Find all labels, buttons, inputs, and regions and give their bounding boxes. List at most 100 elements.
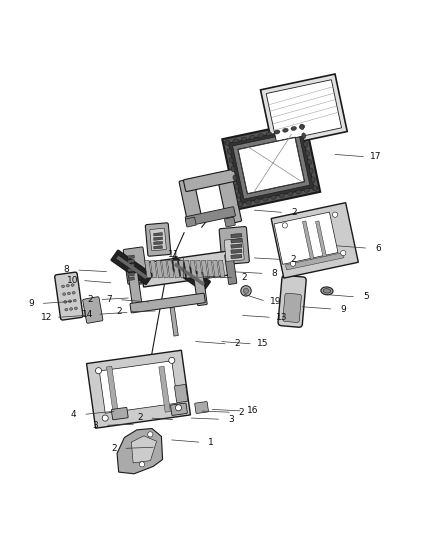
Circle shape: [244, 288, 249, 294]
FancyBboxPatch shape: [283, 293, 301, 322]
FancyBboxPatch shape: [231, 244, 242, 248]
FancyBboxPatch shape: [222, 122, 320, 209]
Ellipse shape: [321, 287, 333, 295]
Ellipse shape: [73, 299, 76, 302]
FancyBboxPatch shape: [145, 223, 171, 256]
Text: 12: 12: [41, 313, 52, 322]
Text: 2: 2: [290, 255, 296, 264]
Ellipse shape: [231, 166, 235, 172]
FancyBboxPatch shape: [127, 268, 134, 272]
Ellipse shape: [62, 285, 64, 288]
Text: 17: 17: [370, 152, 381, 161]
Circle shape: [290, 261, 296, 266]
Text: 6: 6: [375, 244, 381, 253]
FancyBboxPatch shape: [128, 272, 142, 305]
Circle shape: [332, 212, 338, 217]
Circle shape: [341, 251, 346, 256]
FancyBboxPatch shape: [162, 260, 168, 278]
FancyBboxPatch shape: [127, 255, 134, 259]
FancyBboxPatch shape: [185, 207, 235, 226]
FancyBboxPatch shape: [145, 260, 152, 278]
Ellipse shape: [291, 126, 297, 131]
Ellipse shape: [68, 300, 71, 303]
Circle shape: [241, 286, 251, 296]
Ellipse shape: [237, 192, 240, 198]
Ellipse shape: [249, 135, 255, 139]
FancyBboxPatch shape: [87, 350, 191, 428]
FancyBboxPatch shape: [156, 260, 163, 278]
Text: 2: 2: [241, 273, 247, 282]
FancyBboxPatch shape: [266, 80, 342, 142]
Ellipse shape: [304, 142, 307, 147]
Text: 2: 2: [234, 340, 240, 349]
FancyBboxPatch shape: [303, 221, 314, 260]
FancyBboxPatch shape: [196, 260, 202, 278]
Ellipse shape: [239, 201, 243, 207]
FancyBboxPatch shape: [83, 297, 103, 324]
Text: 4: 4: [71, 410, 77, 419]
FancyBboxPatch shape: [133, 254, 145, 285]
Text: 2: 2: [116, 307, 122, 316]
FancyBboxPatch shape: [154, 246, 162, 249]
FancyBboxPatch shape: [207, 260, 214, 278]
FancyBboxPatch shape: [150, 228, 166, 251]
Text: 2: 2: [239, 408, 244, 417]
Ellipse shape: [309, 168, 313, 174]
FancyBboxPatch shape: [174, 263, 205, 286]
Ellipse shape: [233, 139, 238, 143]
FancyBboxPatch shape: [154, 241, 162, 245]
Ellipse shape: [229, 157, 233, 163]
Ellipse shape: [254, 199, 260, 203]
FancyBboxPatch shape: [150, 260, 157, 278]
Text: 2: 2: [137, 414, 143, 423]
Text: 19: 19: [270, 297, 281, 306]
Circle shape: [282, 223, 287, 228]
Ellipse shape: [266, 132, 272, 136]
Text: 2: 2: [87, 295, 92, 304]
FancyBboxPatch shape: [212, 260, 219, 278]
FancyBboxPatch shape: [117, 256, 148, 279]
Ellipse shape: [71, 284, 74, 286]
FancyBboxPatch shape: [106, 366, 118, 412]
FancyBboxPatch shape: [184, 260, 191, 278]
FancyBboxPatch shape: [278, 276, 306, 327]
Ellipse shape: [312, 187, 318, 190]
FancyBboxPatch shape: [127, 272, 134, 276]
Text: 7: 7: [106, 295, 112, 304]
FancyBboxPatch shape: [154, 237, 162, 240]
FancyBboxPatch shape: [225, 217, 235, 227]
Text: 2: 2: [291, 208, 297, 217]
Text: 5: 5: [363, 293, 368, 302]
Text: 3: 3: [228, 415, 233, 424]
Text: 2: 2: [111, 444, 117, 453]
Text: 9: 9: [28, 299, 34, 308]
Ellipse shape: [274, 130, 280, 134]
Ellipse shape: [296, 190, 301, 194]
Ellipse shape: [311, 177, 315, 182]
FancyBboxPatch shape: [159, 366, 170, 412]
Text: 8: 8: [272, 269, 277, 278]
Text: 11: 11: [168, 250, 180, 259]
Circle shape: [102, 415, 108, 421]
Circle shape: [139, 462, 145, 467]
FancyBboxPatch shape: [231, 254, 242, 259]
Ellipse shape: [306, 150, 310, 156]
FancyBboxPatch shape: [111, 407, 128, 420]
FancyBboxPatch shape: [167, 260, 174, 278]
FancyBboxPatch shape: [218, 260, 225, 278]
Text: 3: 3: [92, 421, 98, 430]
FancyBboxPatch shape: [238, 138, 304, 193]
Ellipse shape: [300, 124, 304, 130]
FancyBboxPatch shape: [174, 384, 188, 402]
FancyBboxPatch shape: [233, 132, 310, 199]
FancyBboxPatch shape: [179, 179, 202, 224]
Ellipse shape: [299, 125, 305, 129]
Polygon shape: [131, 436, 157, 463]
Circle shape: [175, 405, 181, 411]
Ellipse shape: [72, 292, 75, 294]
FancyBboxPatch shape: [229, 128, 314, 203]
Ellipse shape: [246, 200, 251, 205]
Ellipse shape: [313, 185, 317, 191]
Ellipse shape: [66, 285, 69, 287]
Ellipse shape: [302, 133, 306, 139]
